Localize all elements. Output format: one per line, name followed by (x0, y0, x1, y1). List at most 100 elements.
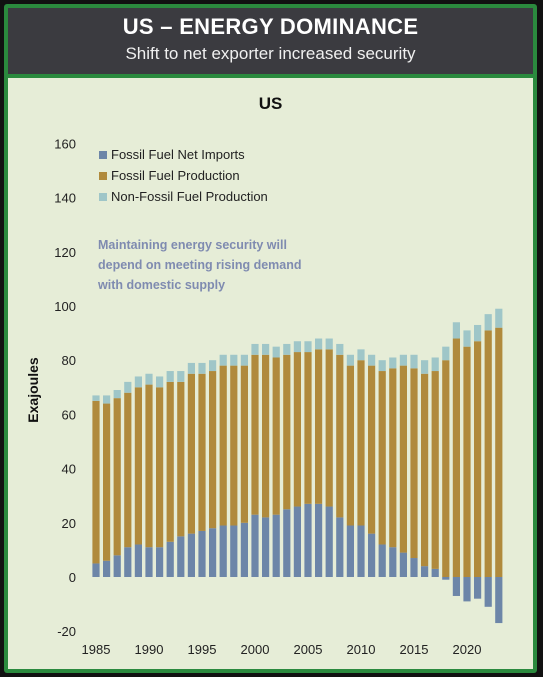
bar-net-imports (177, 536, 185, 577)
bar-net-imports (156, 547, 164, 577)
bar-net-imports (336, 517, 344, 577)
bar-non-fossil-production (177, 371, 185, 382)
bar-net-imports (495, 577, 503, 624)
bar-net-imports (463, 577, 471, 602)
bar-net-imports (474, 577, 482, 599)
bar-net-imports (209, 528, 217, 577)
bar-non-fossil-production (304, 341, 312, 353)
bar-non-fossil-production (124, 381, 132, 393)
bar-net-imports (145, 547, 153, 577)
bar-fossil-production (145, 384, 153, 548)
bar-net-imports (378, 544, 386, 577)
bar-non-fossil-production (442, 346, 450, 361)
bar-net-imports (251, 514, 259, 577)
bar-fossil-production (177, 381, 185, 537)
annotation-text: Maintaining energy security will (98, 238, 287, 252)
bar-non-fossil-production (452, 322, 460, 339)
bar-fossil-production (495, 327, 503, 577)
legend-label: Fossil Fuel Production (111, 168, 240, 183)
bar-net-imports (219, 525, 227, 577)
bar-fossil-production (431, 371, 439, 569)
bar-net-imports (272, 514, 280, 577)
bar-net-imports (357, 525, 365, 577)
bar-non-fossil-production (240, 354, 248, 366)
x-tick-label: 2015 (400, 642, 429, 657)
bar-fossil-production (336, 354, 344, 518)
bar-non-fossil-production (198, 362, 206, 374)
bar-non-fossil-production (421, 360, 429, 374)
bar-non-fossil-production (357, 349, 365, 361)
bar-non-fossil-production (378, 360, 386, 372)
bar-non-fossil-production (251, 343, 259, 355)
bar-non-fossil-production (325, 338, 333, 350)
bar-fossil-production (421, 373, 429, 567)
bar-fossil-production (389, 368, 397, 548)
bar-non-fossil-production (103, 395, 111, 404)
bar-net-imports (230, 525, 238, 577)
bar-fossil-production (293, 352, 301, 507)
bar-fossil-production (325, 349, 333, 507)
x-tick-label: 2020 (453, 642, 482, 657)
bar-fossil-production (272, 357, 280, 515)
x-tick-label: 1995 (188, 642, 217, 657)
bar-net-imports (431, 568, 439, 577)
bar-fossil-production (410, 368, 418, 559)
bar-net-imports (166, 541, 174, 577)
legend-label: Non-Fossil Fuel Production (111, 189, 268, 204)
bar-fossil-production (378, 371, 386, 545)
bar-non-fossil-production (484, 314, 492, 331)
bar-non-fossil-production (166, 371, 174, 382)
bar-fossil-production (346, 365, 354, 526)
x-tick-label: 2000 (241, 642, 270, 657)
bar-net-imports (103, 560, 111, 577)
bar-net-imports (124, 547, 132, 577)
bar-non-fossil-production (336, 343, 344, 355)
bar-non-fossil-production (134, 376, 142, 388)
legend-swatch (99, 172, 107, 180)
bar-fossil-production (240, 365, 248, 523)
header-banner: US – ENERGY DOMINANCE Shift to net expor… (8, 8, 533, 74)
bar-net-imports (368, 533, 376, 577)
bar-non-fossil-production (145, 373, 153, 385)
bar-net-imports (304, 503, 312, 577)
bar-net-imports (410, 558, 418, 577)
bar-fossil-production (463, 346, 471, 577)
legend-label: Fossil Fuel Net Imports (111, 147, 245, 162)
legend-swatch (99, 151, 107, 159)
bar-net-imports (421, 566, 429, 577)
bar-non-fossil-production (410, 354, 418, 369)
bar-non-fossil-production (399, 354, 407, 366)
bar-fossil-production (283, 354, 291, 510)
bar-non-fossil-production (230, 354, 238, 366)
header-title: US – ENERGY DOMINANCE (122, 14, 419, 39)
bar-non-fossil-production (219, 354, 227, 366)
bar-net-imports (389, 547, 397, 577)
y-tick-label: -20 (57, 624, 76, 639)
bar-non-fossil-production (187, 362, 195, 374)
x-tick-label: 2010 (347, 642, 376, 657)
y-tick-label: 140 (54, 191, 76, 206)
bar-fossil-production (113, 398, 121, 556)
bar-net-imports (452, 577, 460, 596)
bar-net-imports (293, 506, 301, 577)
bar-fossil-production (474, 341, 482, 577)
bar-fossil-production (219, 365, 227, 526)
bar-fossil-production (452, 338, 460, 577)
x-tick-label: 2005 (294, 642, 323, 657)
bar-non-fossil-production (92, 395, 100, 401)
bar-fossil-production (156, 387, 164, 548)
y-tick-label: 40 (62, 462, 76, 477)
bar-net-imports (325, 506, 333, 577)
y-tick-label: 60 (62, 407, 76, 422)
bar-non-fossil-production (463, 330, 471, 347)
bar-non-fossil-production (293, 341, 301, 353)
bar-non-fossil-production (389, 357, 397, 369)
bar-fossil-production (103, 403, 111, 561)
bar-non-fossil-production (368, 354, 376, 366)
y-tick-label: 20 (62, 516, 76, 531)
bar-fossil-production (198, 373, 206, 531)
bar-fossil-production (209, 371, 217, 529)
bar-net-imports (399, 552, 407, 577)
bar-non-fossil-production (272, 346, 280, 358)
